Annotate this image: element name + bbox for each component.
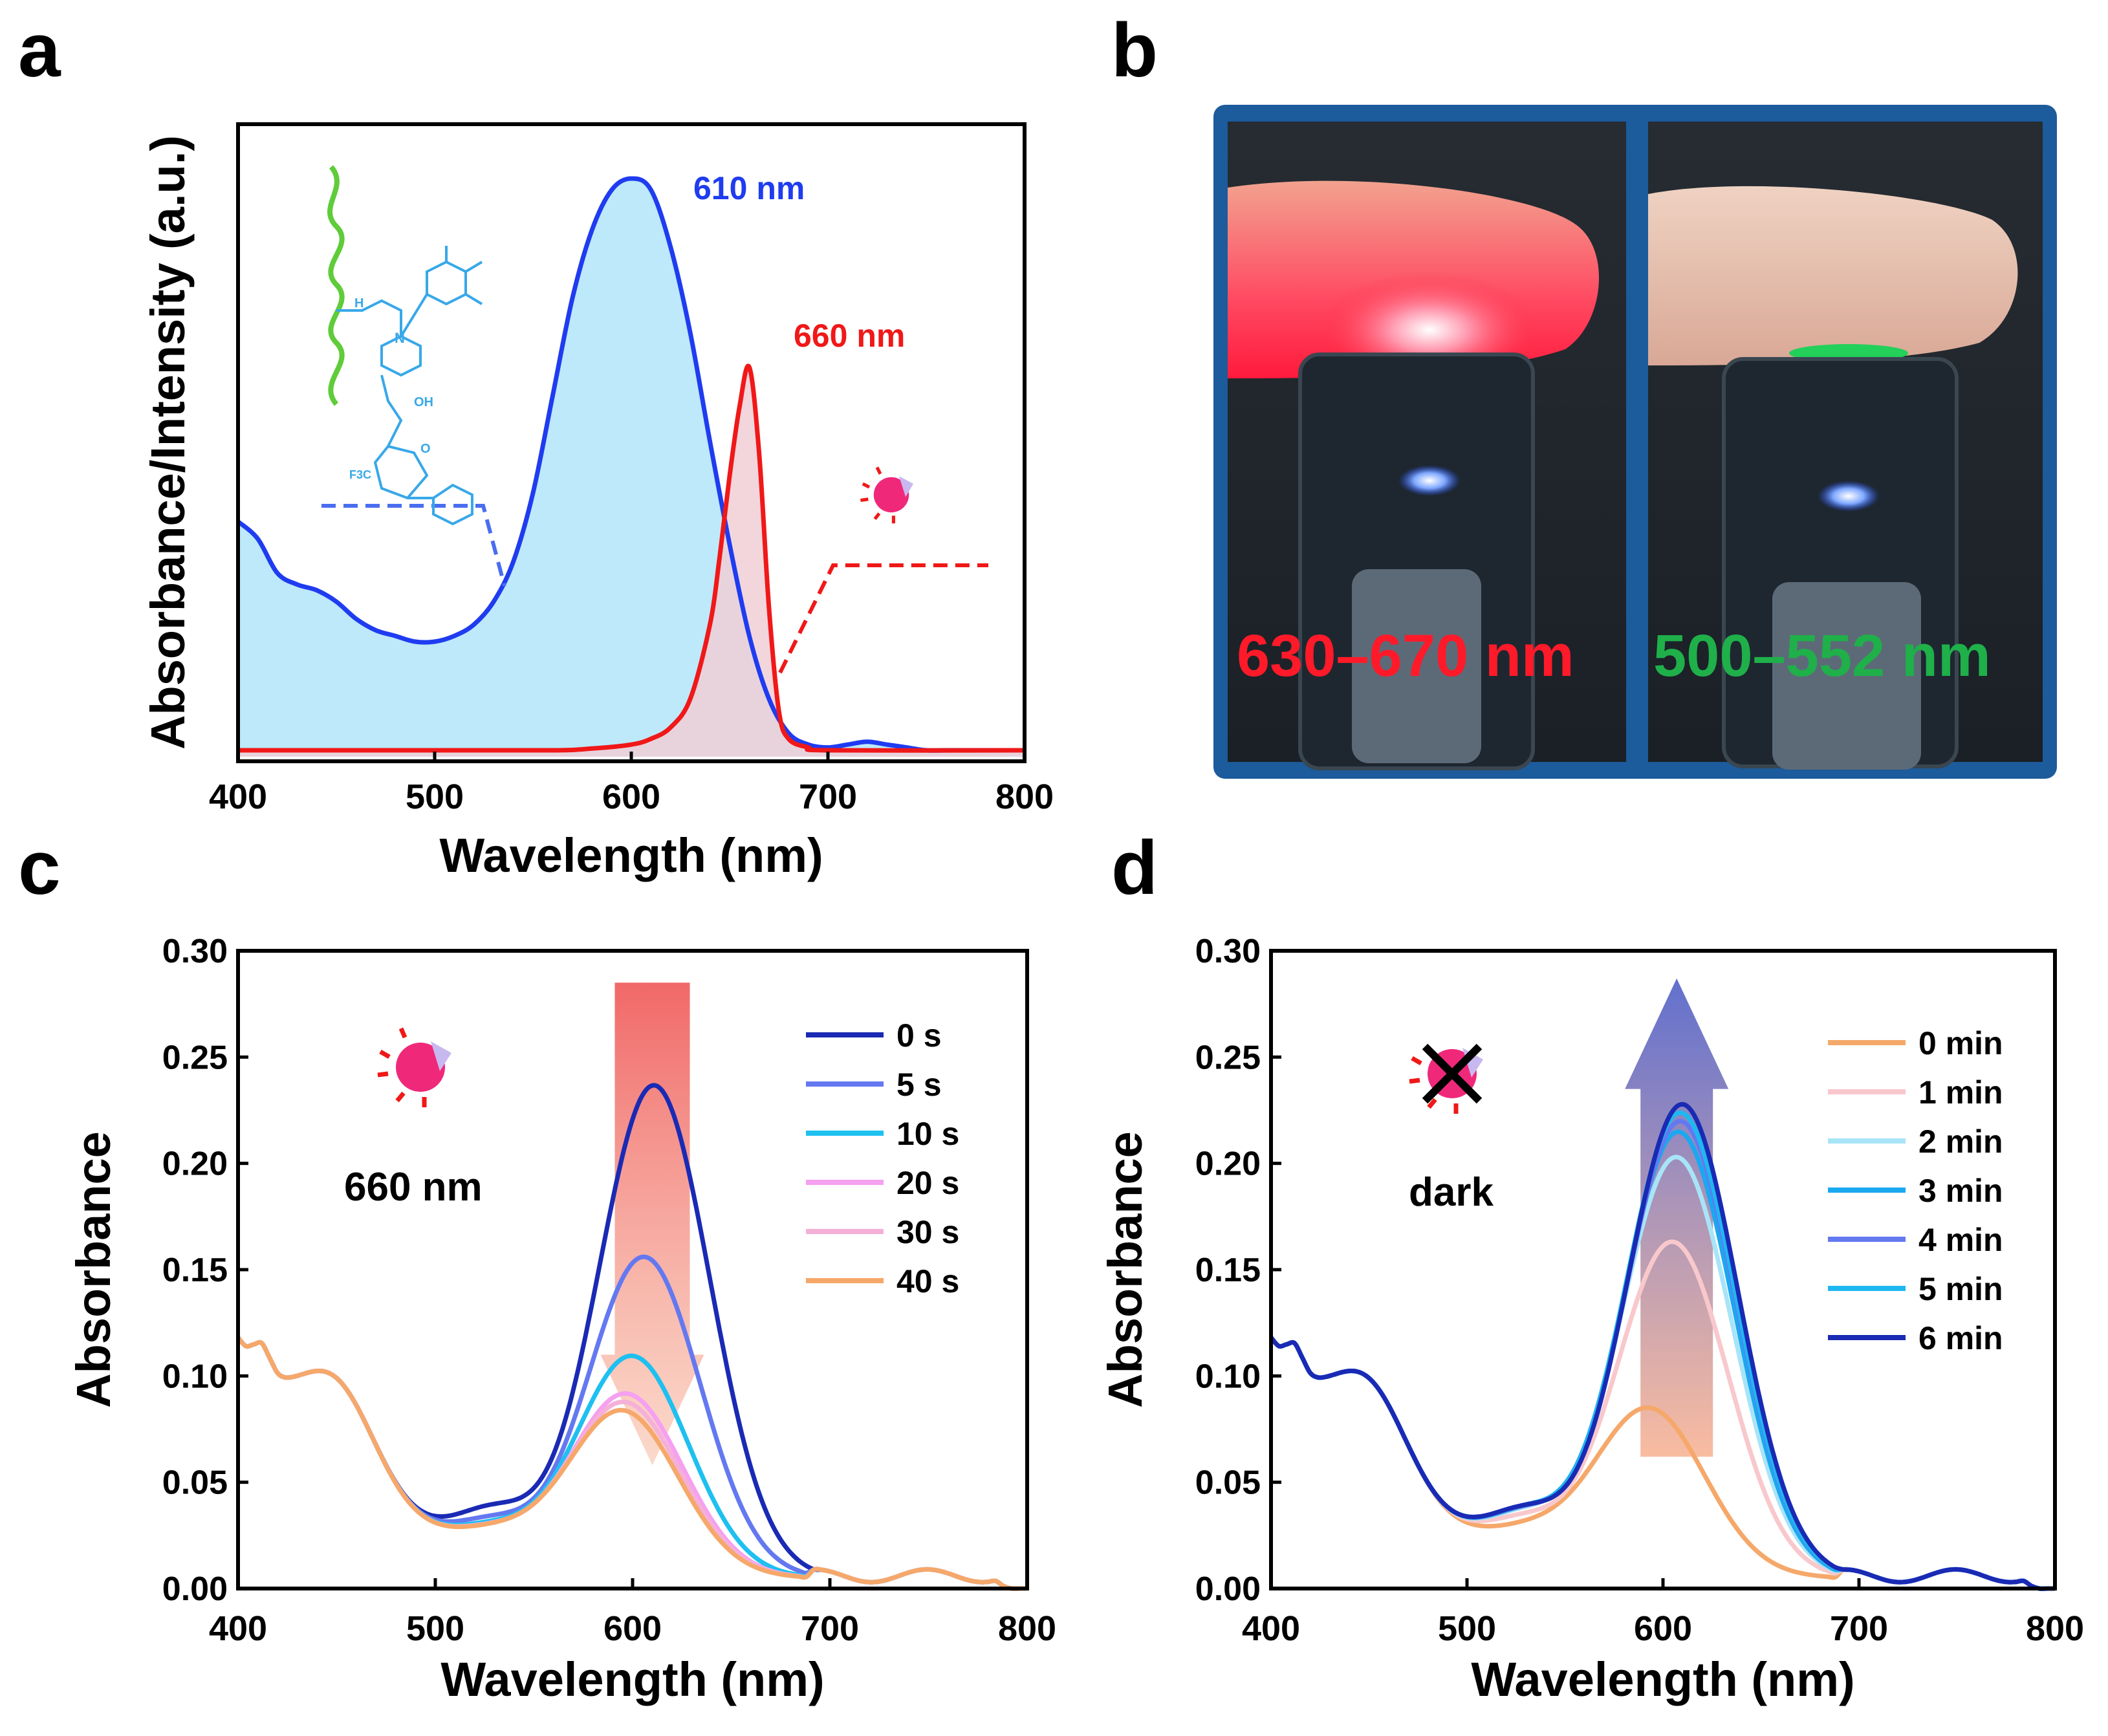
legend-label: 5 min xyxy=(1918,1271,2003,1307)
x-axis-label-d: Wavelength (nm) xyxy=(1471,1653,1854,1706)
chart-c: 400 500 600 700 800 0.00 0.05 0.10 0.15 0.20 0.25 0… xyxy=(67,933,1056,1706)
x-tick-label: 600 xyxy=(1634,1609,1692,1648)
y-tick-label: 0.15 xyxy=(1195,1252,1261,1289)
x-tick-label-a: 500 xyxy=(406,777,464,816)
annotation-660: 660 nm xyxy=(794,318,905,354)
molecule-oh-label: OH xyxy=(414,395,433,409)
dashed-connector-blue xyxy=(321,504,506,587)
x-tick-label-a: 800 xyxy=(995,777,1054,816)
device-button-left xyxy=(1352,569,1481,763)
absorbance-fill xyxy=(238,179,1025,757)
absorbance-line xyxy=(236,176,1025,753)
light-off-icon xyxy=(1409,1043,1483,1114)
annotation-610: 610 nm xyxy=(693,170,805,206)
panel-label-a: a xyxy=(18,8,61,93)
y-axis-label-d: Absorbance xyxy=(1098,1131,1152,1408)
molecule-n-label: N xyxy=(395,330,405,346)
x-tick-label-a: 700 xyxy=(799,777,857,816)
molecule-o-label: O xyxy=(420,442,431,456)
chart-d: 400 500 600 700 800 0.00 0.05 0.10 0.15 0.20 0.25 0… xyxy=(1098,933,2084,1706)
x-tick-label: 700 xyxy=(801,1609,859,1648)
molecule-structure: N H OH O F3C xyxy=(327,165,483,526)
y-tick-label: 0.20 xyxy=(1195,1145,1261,1183)
legend-label: 1 min xyxy=(1918,1074,2003,1111)
legend-c: 0 s 5 s 10 s 20 s 30 s 40 s xyxy=(806,1017,959,1299)
decrease-arrow xyxy=(600,982,704,1466)
series-lines-c xyxy=(236,1083,1027,1591)
x-tick-label-a: 600 xyxy=(602,777,660,816)
legend-label: 3 min xyxy=(1918,1173,2003,1209)
light-bulb-icon xyxy=(860,466,913,524)
dashed-connector-red xyxy=(778,563,988,674)
light-bulb-icon xyxy=(377,1027,451,1107)
panel-label-b: b xyxy=(1111,8,1158,93)
legend-label: 10 s xyxy=(896,1116,959,1152)
legend-label: 30 s xyxy=(896,1214,959,1250)
blue-led-left xyxy=(1398,465,1461,496)
x-axis-label-c: Wavelength (nm) xyxy=(440,1653,824,1706)
y-tick-label: 0.25 xyxy=(1195,1039,1261,1076)
blue-led-right xyxy=(1818,481,1880,512)
y-tick-label: 0.25 xyxy=(162,1039,228,1076)
molecule-h-label: H xyxy=(354,296,364,310)
down-arrow xyxy=(600,982,704,1466)
legend-label: 0 min xyxy=(1918,1025,2003,1061)
y-tick-label: 0.30 xyxy=(1195,933,1261,970)
annotation-660-c: 660 nm xyxy=(344,1165,483,1210)
chart-a: 400 500 600 700 800 Wavelength (nm) Absorban… xyxy=(141,122,1054,882)
device-button-right xyxy=(1772,582,1921,770)
y-tick-label: 0.10 xyxy=(1195,1358,1261,1395)
x-tick-label: 500 xyxy=(406,1609,464,1648)
y-tick-label: 0.10 xyxy=(162,1358,228,1395)
y-tick-label: 0.30 xyxy=(162,933,228,970)
finger-right xyxy=(1648,186,2018,365)
y-tick-label: 0.05 xyxy=(162,1464,228,1502)
x-tick-label: 400 xyxy=(209,1609,267,1648)
led-label-red: 630–670 nm xyxy=(1237,623,1574,689)
increase-arrow xyxy=(1625,978,1729,1457)
panel-label-d: d xyxy=(1111,825,1158,911)
x-tick-label: 800 xyxy=(998,1609,1056,1648)
legend-label: 20 s xyxy=(896,1165,959,1201)
y-axis-label-c: Absorbance xyxy=(67,1131,120,1408)
x-tick-label: 500 xyxy=(1438,1609,1496,1648)
molecule-f3c-label: F3C xyxy=(349,468,371,481)
legend-label: 0 s xyxy=(896,1017,942,1054)
ticks-c: 400 500 600 700 800 0.00 0.05 0.10 0.15 0.20 0.25 0… xyxy=(162,933,1056,1648)
series-line xyxy=(236,1336,1027,1591)
y-tick-label: 0.00 xyxy=(162,1570,228,1608)
up-arrow xyxy=(1625,978,1729,1457)
legend-label: 40 s xyxy=(896,1263,959,1299)
x-tick-label: 400 xyxy=(1242,1609,1300,1648)
y-tick-label: 0.05 xyxy=(1195,1464,1261,1502)
ticks-d: 400 500 600 700 800 0.00 0.05 0.10 0.15 0.20 0.25 0… xyxy=(1195,933,2084,1648)
polymer-chain xyxy=(327,165,345,406)
x-tick-label: 600 xyxy=(603,1609,662,1648)
series-line xyxy=(1269,1101,2055,1591)
y-axis-label-a: Absorbance/Intensity (a.u.) xyxy=(141,135,195,750)
led-label-green: 500–552 nm xyxy=(1653,623,1991,689)
x-tick-label: 700 xyxy=(1830,1609,1888,1648)
x-tick-label-a: 400 xyxy=(209,777,267,816)
series-lines-d xyxy=(1269,1101,2055,1591)
led-photo: 630–670 nm 500–552 nm xyxy=(1213,105,2057,779)
y-tick-label: 0.00 xyxy=(1195,1570,1261,1608)
emission-line xyxy=(238,363,1025,753)
legend-label: 6 min xyxy=(1918,1320,2003,1356)
legend-label: 4 min xyxy=(1918,1222,2003,1258)
x-tick-label: 800 xyxy=(2026,1609,2084,1648)
legend-d: 0 min 1 min 2 min 3 min 4 min 5 min 6 min xyxy=(1828,1025,2003,1356)
x-ticks-a: 400 500 600 700 800 xyxy=(209,752,1054,816)
y-tick-label: 0.20 xyxy=(162,1145,228,1183)
y-tick-label: 0.15 xyxy=(162,1252,228,1289)
x-axis-label-a: Wavelength (nm) xyxy=(439,829,823,882)
legend-label: 5 s xyxy=(896,1067,942,1103)
panel-label-c: c xyxy=(18,825,61,911)
legend-label: 2 min xyxy=(1918,1123,2003,1160)
annotation-dark: dark xyxy=(1409,1170,1494,1215)
